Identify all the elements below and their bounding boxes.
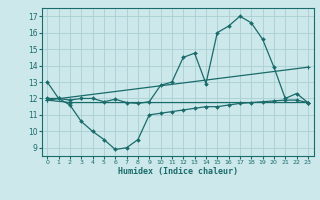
X-axis label: Humidex (Indice chaleur): Humidex (Indice chaleur) (118, 167, 237, 176)
